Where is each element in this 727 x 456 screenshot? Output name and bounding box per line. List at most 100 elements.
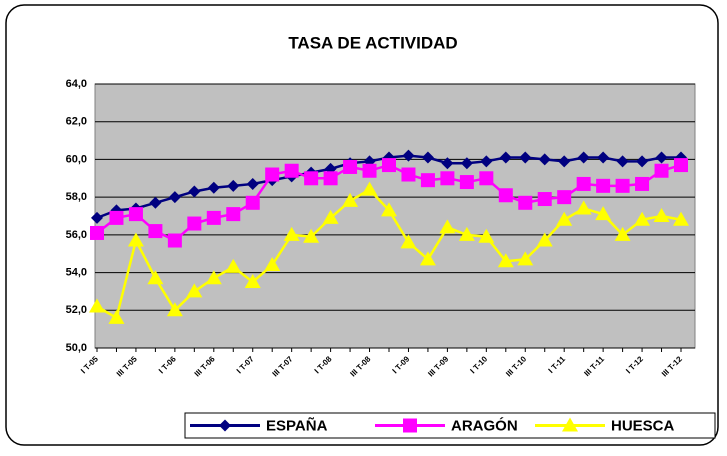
legend-marker — [219, 419, 231, 432]
data-point — [654, 163, 669, 178]
data-point — [90, 225, 104, 240]
data-point — [89, 298, 105, 313]
data-point — [575, 200, 592, 215]
data-point — [166, 302, 183, 317]
data-point — [635, 176, 650, 191]
data-point — [458, 226, 475, 241]
data-point — [536, 232, 553, 247]
y-tick-label: 62,0 — [66, 116, 87, 128]
data-point — [441, 157, 454, 170]
data-point — [577, 151, 590, 164]
data-point — [538, 153, 551, 166]
data-point — [147, 270, 164, 285]
data-point — [168, 191, 181, 204]
data-point — [419, 251, 436, 266]
data-point — [149, 196, 162, 209]
data-point — [244, 274, 261, 288]
data-point — [440, 171, 455, 186]
data-point — [225, 258, 242, 273]
y-tick-label: 60,0 — [66, 153, 87, 165]
data-point — [188, 185, 201, 198]
data-point — [322, 209, 339, 224]
data-point — [381, 202, 397, 217]
data-point — [343, 159, 358, 174]
data-point — [206, 210, 221, 225]
data-point — [245, 195, 260, 210]
data-point — [323, 171, 338, 186]
data-point — [674, 158, 688, 173]
data-point — [517, 251, 534, 266]
data-point — [400, 234, 417, 249]
data-point — [615, 178, 630, 193]
data-point — [127, 232, 144, 247]
data-point — [480, 155, 493, 168]
data-point — [673, 211, 689, 226]
data-point — [636, 155, 649, 168]
data-point — [401, 167, 416, 182]
legend-marker — [403, 418, 417, 433]
data-point — [128, 207, 143, 222]
legend — [184, 412, 716, 439]
data-point — [655, 151, 668, 164]
data-point — [537, 192, 552, 207]
y-tick-label: 52,0 — [66, 304, 87, 316]
data-point — [186, 283, 203, 298]
legend-marker — [562, 417, 578, 432]
data-point — [109, 210, 124, 225]
data-point — [499, 151, 512, 164]
data-point — [614, 226, 631, 241]
data-point — [497, 253, 514, 268]
data-point — [460, 157, 473, 170]
data-point — [653, 208, 670, 222]
data-point — [148, 224, 163, 239]
data-point — [557, 190, 572, 205]
data-point — [421, 151, 434, 164]
legend-label: ESPAÑA — [266, 416, 328, 434]
y-tick-label: 54,0 — [66, 266, 87, 278]
data-point — [402, 149, 415, 162]
data-point — [265, 167, 280, 182]
data-point — [459, 175, 474, 190]
chart-title: TASA DE ACTIVIDAD — [288, 33, 457, 52]
data-point — [303, 228, 320, 243]
data-point — [595, 206, 612, 221]
data-point — [283, 226, 300, 241]
data-point — [479, 171, 494, 186]
data-point — [264, 257, 281, 272]
data-point — [362, 163, 377, 178]
data-point — [420, 173, 435, 188]
data-point — [519, 151, 532, 164]
data-point — [361, 181, 378, 196]
y-tick-label: 50,0 — [66, 342, 87, 354]
y-tick-label: 58,0 — [66, 191, 87, 203]
data-point — [596, 178, 611, 193]
data-point — [226, 207, 241, 222]
data-point — [498, 188, 513, 203]
data-point — [576, 176, 591, 191]
data-point — [167, 233, 182, 248]
data-point — [478, 228, 495, 243]
legend-label: ARAGÓN — [451, 416, 518, 434]
data-point — [187, 216, 202, 231]
data-point — [227, 179, 240, 192]
y-tick-label: 56,0 — [66, 229, 87, 241]
data-point — [91, 211, 103, 224]
data-point — [207, 181, 220, 194]
data-point — [205, 270, 222, 285]
data-point — [284, 163, 299, 178]
data-point — [518, 195, 533, 210]
data-point — [439, 219, 456, 234]
data-point — [342, 192, 359, 207]
data-point — [246, 177, 259, 190]
data-point — [558, 155, 571, 168]
y-tick-label: 64,0 — [66, 78, 87, 90]
data-point — [556, 211, 573, 226]
data-point — [616, 155, 629, 168]
data-point — [304, 171, 319, 186]
data-point — [597, 151, 610, 164]
data-point — [108, 309, 125, 324]
data-point — [382, 158, 396, 173]
data-point — [634, 211, 651, 226]
legend-label: HUESCA — [611, 417, 675, 434]
